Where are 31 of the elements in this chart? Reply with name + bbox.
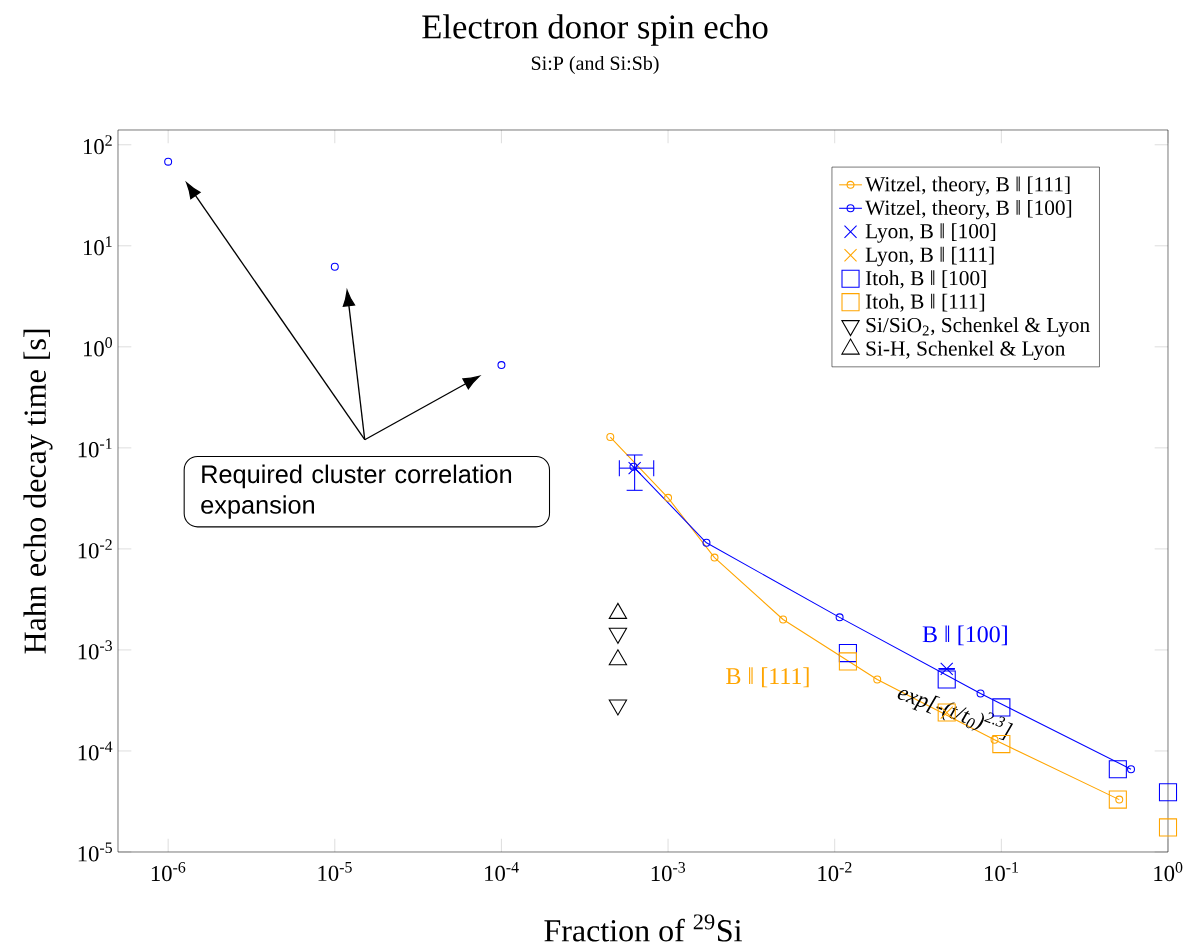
- x-tick-label: 10$^{0}$: [1154, 862, 1183, 882]
- y-tick-label: 10$^{0}$: [84, 337, 113, 357]
- legend-label: Lyon, B ‖ [111]: [865, 246, 994, 267]
- y-tick-label: 10$^{-5}$: [78, 842, 112, 862]
- chart-subtitle: Si:P (and Si:Sb): [531, 55, 659, 75]
- y-tick-label: 10$^{1}$: [84, 236, 112, 256]
- x-tick-label: 10$^{-1}$: [985, 862, 1019, 882]
- x-tick-label: 10$^{-2}$: [818, 862, 852, 882]
- legend-label: Lyon, B ‖ [100]: [865, 223, 996, 243]
- x-tick-label: 10$^{-5}$: [318, 862, 352, 882]
- y-tick-label: 10$^{-1}$: [78, 438, 112, 458]
- annotation: exp[-(t/t$_{0}$)$^{2.3}$]: [897, 689, 1014, 741]
- y-tick-label: 10$^{-2}$: [78, 539, 112, 559]
- x-tick-label: 10$^{-6}$: [151, 862, 186, 882]
- legend-label: Si/SiO$_{2}$, Schenkel & Lyon: [866, 317, 1090, 337]
- x-axis-title: Fraction of $^{29}$Si: [544, 914, 742, 942]
- annotation: B ‖ [111]: [726, 667, 809, 688]
- legend-label: Si-H, Schenkel & Lyon: [866, 340, 1066, 361]
- annotation: Required cluster correlation expansion: [201, 464, 512, 519]
- y-axis-title: Hahn echo decay time [s]: [23, 329, 53, 654]
- y-tick-label: 10$^{-4}$: [78, 741, 113, 761]
- legend-label: Itoh, B ‖ [100]: [865, 270, 986, 289]
- x-tick-label: 10$^{-3}$: [651, 862, 686, 882]
- legend-label: Itoh, B ‖ [111]: [865, 293, 985, 312]
- legend-label: Witzel, theory, B ‖ [100]: [865, 199, 1072, 220]
- y-tick-label: 10$^{-3}$: [78, 640, 112, 660]
- x-tick-label: 10$^{-4}$: [485, 862, 519, 882]
- y-tick-label: 10$^{2}$: [84, 135, 112, 155]
- chart-title: Electron donor spin echo: [422, 14, 768, 46]
- annotation: B ‖ [100]: [922, 625, 1007, 646]
- legend-label: Witzel, theory, B ‖ [111]: [865, 176, 1070, 196]
